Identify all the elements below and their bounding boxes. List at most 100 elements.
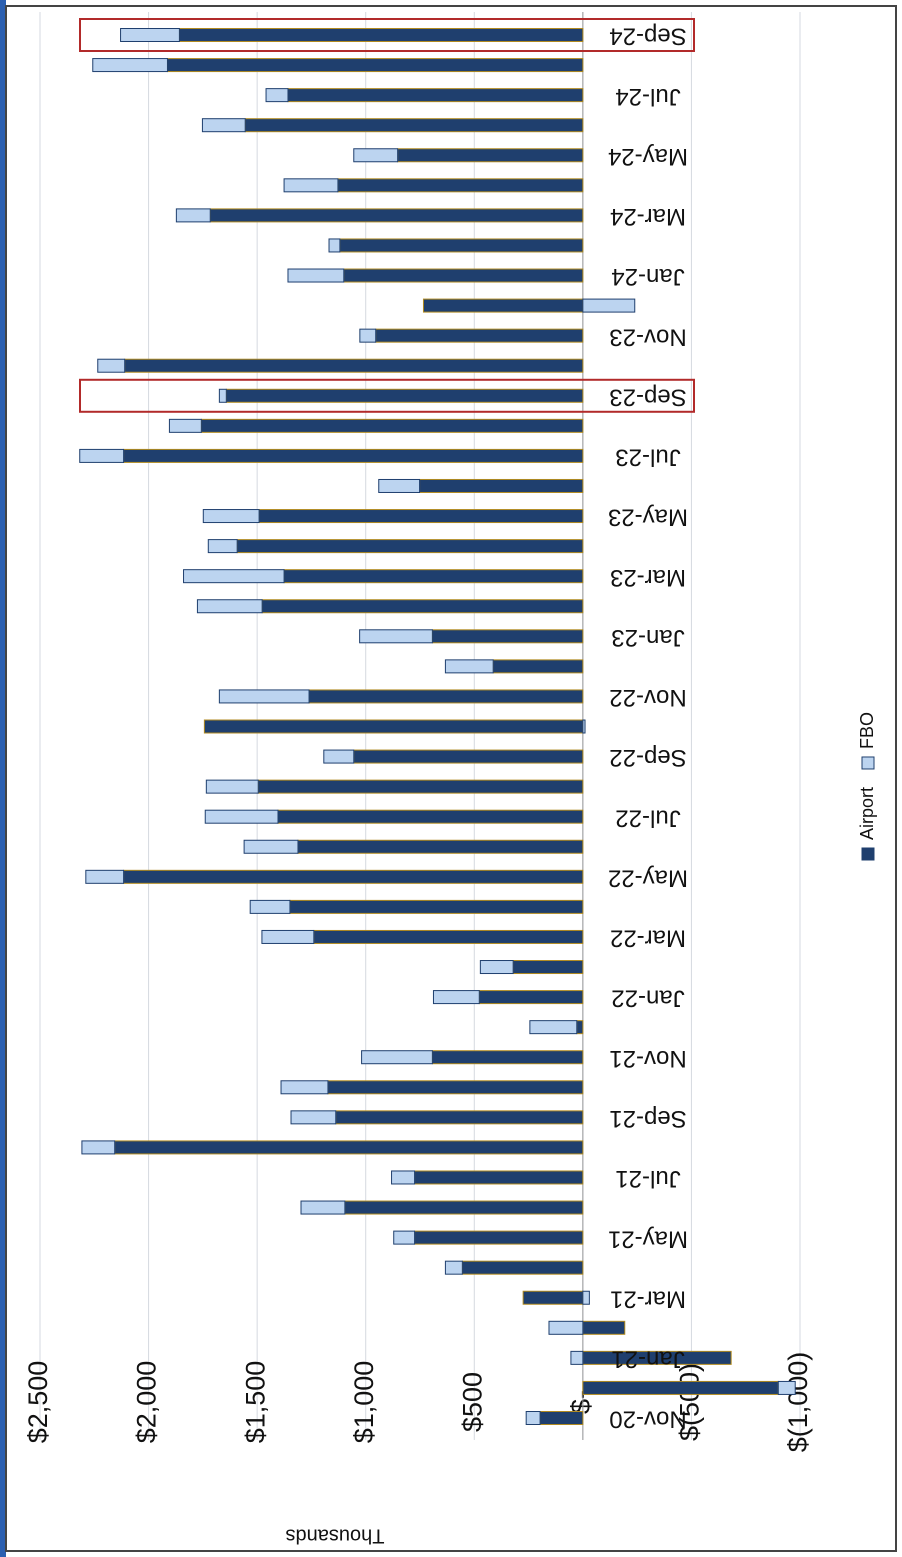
- bar-segment: [335, 1110, 584, 1125]
- frame-edge: [0, 0, 6, 1557]
- bar-segment: [123, 869, 584, 884]
- bar-segment: [287, 88, 584, 103]
- bar-segment: [183, 569, 285, 584]
- bar-segment: [202, 509, 260, 524]
- bar-segment: [422, 298, 584, 313]
- bar-segment: [444, 659, 494, 674]
- bar-segment: [582, 719, 586, 734]
- legend-swatch: [861, 847, 875, 861]
- frame: [5, 5, 897, 1552]
- bar-segment: [81, 1140, 116, 1155]
- axis-title: Thousands: [286, 1525, 385, 1547]
- bar-segment: [290, 1110, 337, 1125]
- bar-segment: [225, 388, 584, 403]
- bar-segment: [85, 869, 125, 884]
- x-tick-label: Mar-21: [610, 1285, 686, 1312]
- bar-segment: [576, 1020, 584, 1035]
- x-tick-label: Sep-23: [609, 383, 686, 410]
- x-tick-label: Jul-24: [615, 83, 680, 110]
- bar-segment: [414, 1230, 584, 1245]
- bar-segment: [236, 539, 584, 554]
- bar-segment: [261, 929, 315, 944]
- bar-segment: [243, 839, 299, 854]
- bar-segment: [283, 569, 584, 584]
- x-tick-label: Sep-21: [609, 1105, 686, 1132]
- bar-segment: [344, 1200, 584, 1215]
- bar-segment: [203, 719, 584, 734]
- x-tick-label: Nov-23: [609, 323, 686, 350]
- bar-segment: [313, 929, 584, 944]
- bar-segment: [582, 1320, 626, 1335]
- bar-segment: [114, 1140, 584, 1155]
- bar-segment: [258, 509, 584, 524]
- bar-segment: [397, 148, 584, 163]
- bar-segment: [548, 1320, 584, 1335]
- bar-segment: [522, 1290, 584, 1305]
- bar-segment: [168, 418, 202, 433]
- bar-segment: [570, 1350, 584, 1365]
- y-tick-label: $1,000: [349, 1361, 379, 1444]
- bar-segment: [327, 1080, 584, 1095]
- bar-segment: [249, 899, 291, 914]
- bar-segment: [328, 238, 341, 253]
- y-tick-label: $2,500: [23, 1361, 53, 1444]
- bar-segment: [207, 539, 238, 554]
- x-tick-label: Jan-21: [611, 1346, 684, 1373]
- bar-segment: [209, 208, 584, 223]
- bar-segment: [444, 1260, 463, 1275]
- bar-segment: [582, 298, 636, 313]
- bar-segment: [244, 118, 584, 133]
- x-tick-label: Jan-24: [611, 263, 684, 290]
- bar-segment: [289, 899, 584, 914]
- bar-segment: [343, 268, 584, 283]
- y-tick-label: $2,000: [132, 1361, 162, 1444]
- bar-segment: [432, 990, 480, 1005]
- bar-segment: [218, 388, 227, 403]
- x-tick-label: Mar-22: [610, 925, 686, 952]
- bar-segment: [166, 58, 584, 73]
- bar-segment: [359, 629, 433, 644]
- x-tick-label: May-22: [608, 864, 688, 891]
- bar-segment: [529, 1020, 578, 1035]
- bar-segment: [196, 599, 263, 614]
- x-tick-label: Nov-22: [609, 684, 686, 711]
- x-tick-label: May-23: [608, 504, 688, 531]
- bar-segment: [124, 358, 584, 373]
- bar-segment: [378, 478, 421, 493]
- y-tick-label: $(1,000): [783, 1352, 813, 1453]
- bar-segment: [79, 448, 125, 463]
- bar-segment: [525, 1411, 541, 1425]
- x-tick-label: Jan-22: [611, 985, 684, 1012]
- legend-label: Airport: [857, 787, 877, 840]
- bar-segment: [218, 689, 310, 704]
- bar-segment: [582, 1380, 779, 1395]
- bar-segment: [431, 1050, 584, 1065]
- bar-segment: [300, 1200, 346, 1215]
- bar-segment: [200, 418, 584, 433]
- x-tick-label: Jul-23: [615, 444, 680, 471]
- x-tick-label: Mar-23: [610, 564, 686, 591]
- bar-segment: [339, 238, 584, 253]
- bar-segment: [375, 328, 584, 343]
- bar-segment: [277, 809, 584, 824]
- x-tick-label: Nov-21: [609, 1045, 686, 1072]
- bar-segment: [337, 178, 584, 193]
- bar-segment: [777, 1380, 796, 1395]
- bar-segment: [261, 599, 584, 614]
- bar-segment: [353, 749, 584, 764]
- bar-segment: [308, 689, 584, 704]
- bar-segment: [204, 809, 279, 824]
- bar-segment: [361, 1050, 433, 1065]
- legend-swatch: [861, 756, 875, 770]
- highlight-box: [79, 18, 695, 52]
- bar-segment: [391, 1170, 416, 1185]
- bar-segment: [257, 779, 584, 794]
- bar-segment: [205, 779, 259, 794]
- x-tick-label: May-21: [608, 1225, 688, 1252]
- bar-segment: [280, 1080, 329, 1095]
- bar-segment: [120, 28, 180, 42]
- bar-segment: [419, 478, 584, 493]
- x-tick-label: Jul-22: [615, 804, 680, 831]
- x-tick-label: Nov-20: [609, 1406, 686, 1433]
